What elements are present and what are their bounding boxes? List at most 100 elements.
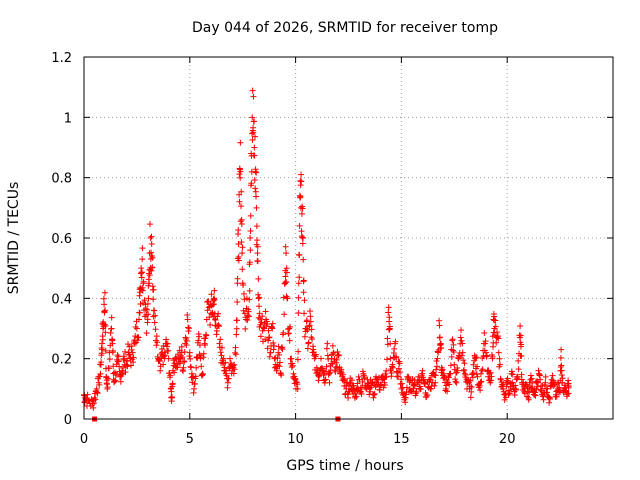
data-point [227,355,234,362]
data-point [153,342,160,349]
data-point [253,169,260,176]
data-point [210,301,217,308]
data-point [461,366,468,373]
data-point [162,352,169,359]
data-point [191,380,198,387]
data-point [147,221,154,228]
data-point [135,334,142,341]
data-point [253,204,260,211]
axis-ticks: 0 0.2 0.4 0.6 0.8 1 1.2 0 5 10 15 20 [51,51,613,447]
data-point [299,205,306,212]
data-point [94,390,101,397]
data-point [273,365,280,372]
data-point [389,364,396,371]
data-point [165,355,172,362]
data-point [269,320,276,327]
data-point [246,259,253,266]
data-point [341,376,348,383]
data-point [186,349,193,356]
data-point [200,350,207,357]
data-point [169,380,176,387]
data-point [553,393,560,400]
data-point [397,376,404,383]
data-point [211,287,218,294]
data-point [96,373,103,380]
data-point [298,210,305,217]
data-point [145,311,152,318]
data-point [144,316,151,323]
y-tick-label: 0.4 [51,292,72,307]
data-point [237,168,244,175]
data-point [554,380,561,387]
data-point [294,356,301,363]
data-point [393,354,400,361]
data-point [447,362,454,369]
data-point [217,349,224,356]
data-point [172,354,179,361]
data-point [111,378,118,385]
data-point [467,377,474,384]
data-point [262,336,269,343]
data-point [474,373,481,380]
data-point [247,212,254,219]
data-point [454,367,461,374]
data-point [171,369,178,376]
data-point [417,386,424,393]
data-point [128,343,135,350]
data-point [211,296,218,303]
data-point [533,386,540,393]
data-point [150,286,157,293]
data-point [542,373,549,380]
data-point [148,233,155,240]
data-point [295,294,302,301]
data-point [115,358,122,365]
data-point [215,310,222,317]
data-point [239,250,246,257]
data-point [82,394,89,401]
y-tick-label: 0.2 [51,353,72,368]
data-point [286,337,293,344]
data-point [142,305,149,312]
data-point [198,363,205,370]
data-point [264,345,271,352]
data-point [102,347,109,354]
data-point [343,385,350,392]
data-point [395,373,402,380]
data-point [524,393,531,400]
data-point [432,379,439,386]
data-point [345,394,352,401]
data-point [160,361,167,368]
data-point [105,365,112,372]
data-point [257,333,264,340]
data-point [238,203,245,210]
data-point [109,347,116,354]
data-point [324,340,331,347]
data-point [97,370,104,377]
data-point [450,349,457,356]
data-point [354,380,361,387]
data-point [296,252,303,259]
data-point [147,235,154,241]
data-point [153,333,160,340]
data-point [301,310,308,317]
data-point [558,372,565,379]
data-point [148,241,155,248]
data-point [129,349,136,356]
data-point [90,404,97,411]
data-point [403,384,410,391]
data-point [333,356,340,363]
x-tick-label: 0 [80,432,88,447]
x-tick-label: 15 [393,432,410,447]
data-point [353,393,360,400]
data-point [102,329,109,336]
data-point [557,354,564,361]
data-point [251,118,258,125]
data-point [495,349,502,356]
data-point [384,356,391,363]
data-point [98,359,105,366]
data-point [494,329,501,336]
data-point [396,360,403,367]
data-point [95,373,102,380]
data-point [196,342,203,349]
data-point [233,325,240,332]
